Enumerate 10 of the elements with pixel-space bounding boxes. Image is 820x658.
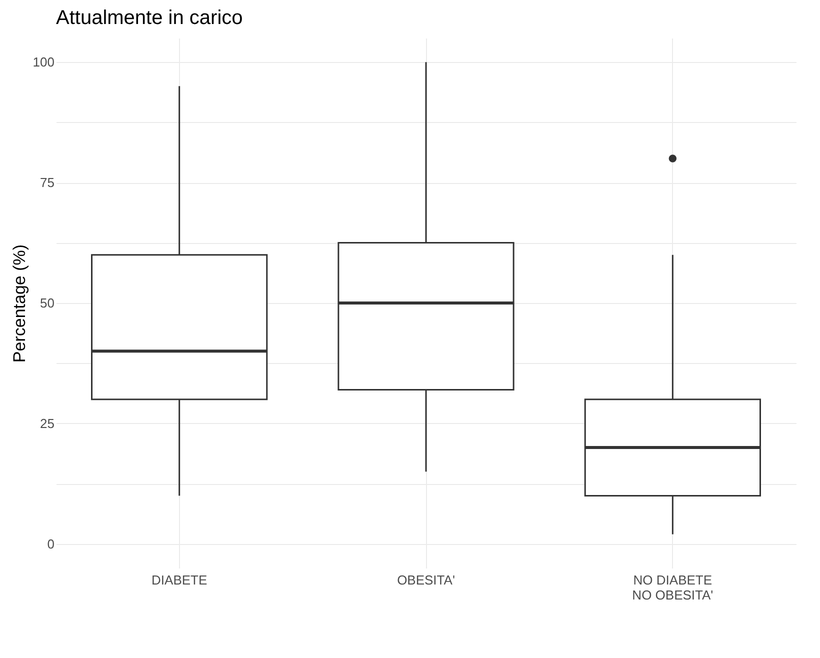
y-tick-label: 25 [40, 416, 54, 431]
chart-title: Attualmente in carico [56, 7, 243, 29]
x-tick-label: OBESITA' [397, 572, 455, 588]
y-axis-title: Percentage (%) [10, 244, 29, 363]
y-tick-label: 50 [40, 296, 54, 310]
y-tick-label: 100 [32, 54, 54, 70]
x-tick-label: DIABETE [152, 572, 208, 588]
x-tick-label: NO DIABETE NO OBESITA' [632, 572, 714, 602]
y-tick-label: 0 [47, 536, 54, 552]
y-tick-label: 75 [40, 175, 54, 190]
